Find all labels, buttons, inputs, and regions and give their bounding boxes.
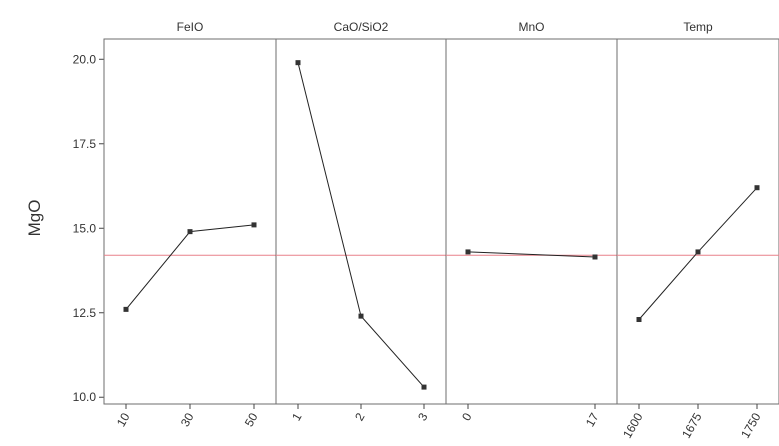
panel-frame [616,38,779,405]
series-line [297,62,425,388]
data-point [421,384,427,390]
x-tick-label: 1 [289,410,305,423]
series-line [125,224,255,310]
panel-frame [445,38,618,405]
panel: Temp 1600 1675 1750 [616,20,779,441]
panel-frame [275,38,447,405]
series-line [467,251,596,258]
y-axis: 10.0 12.5 15.0 17.5 20.0 [73,52,104,404]
panel-title: MnO [518,20,544,34]
x-tick-label: 1600 [620,410,646,440]
panel: FeIO 10 30 50 [103,20,277,429]
panel-title: Temp [683,20,713,34]
x-tick-label: 0 [459,410,475,423]
x-tick-label: 50 [242,410,261,429]
data-point [358,313,364,319]
data-point [295,60,301,66]
y-tick-label: 10.0 [73,390,97,404]
panels: FeIO 10 30 50 CaO/SiO2 1 2 3 MnO 0 17 Temp 1600 1675 1… [103,20,779,441]
y-axis-label: MgO [25,200,44,237]
data-point [465,249,471,255]
panel-title: FeIO [177,20,204,34]
x-tick-label: 2 [352,410,368,423]
data-point [123,306,129,312]
panel: CaO/SiO2 1 2 3 [275,20,447,423]
data-point [695,249,701,255]
y-tick-label: 15.0 [73,221,97,235]
y-tick-label: 12.5 [73,306,97,320]
panel-title: CaO/SiO2 [334,20,389,34]
y-tick-label: 20.0 [73,52,97,66]
data-point [251,222,257,228]
x-tick-label: 10 [114,410,133,429]
panel: MnO 0 17 [445,20,618,429]
data-point [636,317,642,323]
data-point [187,229,193,235]
data-point [754,185,760,191]
x-tick-label: 17 [583,410,602,429]
x-tick-label: 1750 [738,410,764,440]
x-tick-label: 3 [415,410,431,423]
x-tick-label: 30 [178,410,197,429]
panel-frame [103,38,277,405]
data-point [592,254,598,260]
y-tick-label: 17.5 [73,137,97,151]
x-tick-label: 1675 [679,410,705,440]
